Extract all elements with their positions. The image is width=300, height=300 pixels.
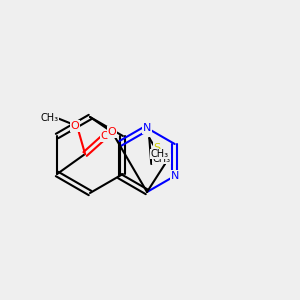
Text: O: O bbox=[71, 121, 80, 131]
Text: CH₃: CH₃ bbox=[40, 113, 58, 123]
Text: O: O bbox=[108, 127, 116, 137]
Text: CH₃: CH₃ bbox=[151, 149, 169, 159]
Text: S: S bbox=[154, 143, 161, 153]
Text: N: N bbox=[170, 171, 179, 181]
Text: CH₃: CH₃ bbox=[152, 154, 170, 164]
Text: N: N bbox=[143, 123, 151, 133]
Text: O: O bbox=[101, 131, 110, 141]
